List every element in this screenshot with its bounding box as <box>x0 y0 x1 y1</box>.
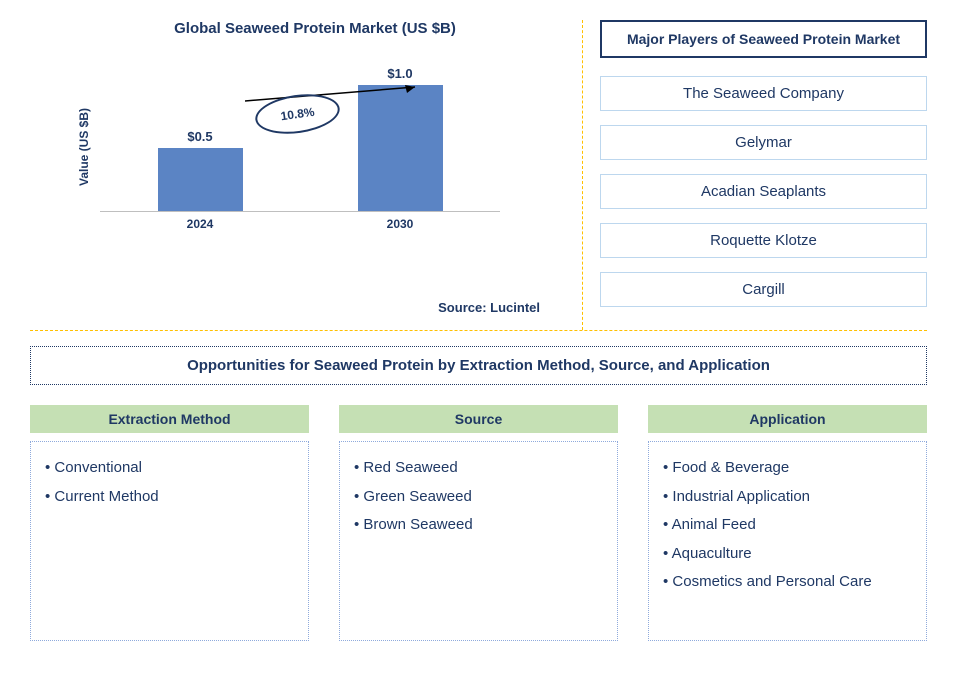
chart-panel: Global Seaweed Protein Market (US $B) Va… <box>30 20 570 330</box>
bar-chart: Value (US $B) $0.5 2024 $1.0 2030 <box>90 57 510 237</box>
category-application: Application • Food & Beverage • Industri… <box>648 405 927 641</box>
player-item: Cargill <box>600 272 927 307</box>
horizontal-divider <box>30 330 927 331</box>
player-item: Acadian Seaplants <box>600 174 927 209</box>
category-header: Extraction Method <box>30 405 309 433</box>
category-item: • Industrial Application <box>663 483 912 512</box>
item-text: Food & Beverage <box>672 459 789 476</box>
bar-value: $1.0 <box>387 66 412 81</box>
category-item: • Food & Beverage <box>663 454 912 483</box>
chart-title: Global Seaweed Protein Market (US $B) <box>60 20 570 37</box>
item-text: Red Seaweed <box>363 459 457 476</box>
y-axis-label: Value (US $B) <box>77 108 91 186</box>
players-title: Major Players of Seaweed Protein Market <box>600 20 927 58</box>
category-item: • Animal Feed <box>663 511 912 540</box>
category-extraction-method: Extraction Method • Conventional • Curre… <box>30 405 309 641</box>
category-source: Source • Red Seaweed • Green Seaweed • B… <box>339 405 618 641</box>
category-header: Application <box>648 405 927 433</box>
growth-annotation: 10.8% <box>235 85 415 135</box>
bar-group-2024: $0.5 2024 <box>150 129 250 211</box>
categories-row: Extraction Method • Conventional • Curre… <box>30 405 927 641</box>
item-text: Industrial Application <box>672 488 810 505</box>
bar-label: 2030 <box>387 217 414 231</box>
category-item: • Green Seaweed <box>354 483 603 512</box>
category-item: • Conventional <box>45 454 294 483</box>
player-item: Roquette Klotze <box>600 223 927 258</box>
opportunities-title: Opportunities for Seaweed Protein by Ext… <box>30 346 927 385</box>
bar <box>158 148 243 211</box>
category-item: • Aquaculture <box>663 540 912 569</box>
item-text: Cosmetics and Personal Care <box>672 573 871 590</box>
item-text: Green Seaweed <box>363 488 471 505</box>
item-text: Current Method <box>54 488 158 505</box>
player-item: The Seaweed Company <box>600 76 927 111</box>
category-header: Source <box>339 405 618 433</box>
player-item: Gelymar <box>600 125 927 160</box>
growth-rate-value: 10.8% <box>280 105 316 124</box>
category-items: • Red Seaweed • Green Seaweed • Brown Se… <box>339 441 618 641</box>
item-text: Conventional <box>54 459 142 476</box>
bar-value: $0.5 <box>187 129 212 144</box>
item-text: Brown Seaweed <box>363 516 472 533</box>
category-item: • Brown Seaweed <box>354 511 603 540</box>
category-item: • Red Seaweed <box>354 454 603 483</box>
category-item: • Current Method <box>45 483 294 512</box>
players-panel: Major Players of Seaweed Protein Market … <box>570 20 927 330</box>
top-section: Global Seaweed Protein Market (US $B) Va… <box>30 20 927 330</box>
category-items: • Conventional • Current Method <box>30 441 309 641</box>
category-items: • Food & Beverage • Industrial Applicati… <box>648 441 927 641</box>
category-item: • Cosmetics and Personal Care <box>663 568 912 597</box>
bar-label: 2024 <box>187 217 214 231</box>
item-text: Animal Feed <box>672 516 756 533</box>
item-text: Aquaculture <box>672 545 752 562</box>
source-text: Source: Lucintel <box>438 300 540 315</box>
vertical-divider <box>582 20 583 330</box>
